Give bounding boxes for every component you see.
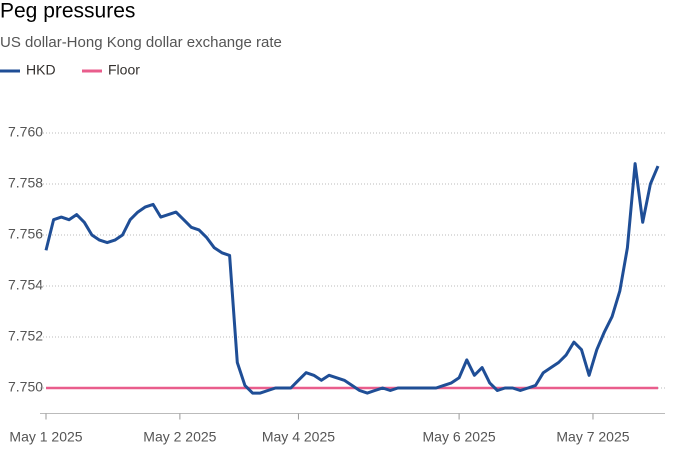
legend-label: HKD — [26, 62, 56, 78]
x-tick-label: May 7 2025 — [556, 429, 629, 445]
y-tick-label: 7.760 — [8, 124, 43, 140]
legend-label: Floor — [108, 62, 140, 78]
chart-title: Peg pressures — [0, 0, 135, 23]
y-tick-label: 7.756 — [8, 226, 43, 242]
series-line — [44, 162, 660, 395]
y-tick-label: 7.750 — [8, 379, 43, 395]
chart-subtitle: US dollar-Hong Kong dollar exchange rate — [0, 34, 282, 51]
x-tick-label: May 1 2025 — [9, 429, 82, 445]
y-tick-label: 7.758 — [8, 175, 43, 191]
x-tick-label: May 2 2025 — [143, 429, 216, 445]
y-tick-label: 7.752 — [8, 328, 43, 344]
x-tick-label: May 4 2025 — [262, 429, 335, 445]
y-tick-label: 7.754 — [8, 277, 43, 293]
x-tick-label: May 6 2025 — [423, 429, 496, 445]
